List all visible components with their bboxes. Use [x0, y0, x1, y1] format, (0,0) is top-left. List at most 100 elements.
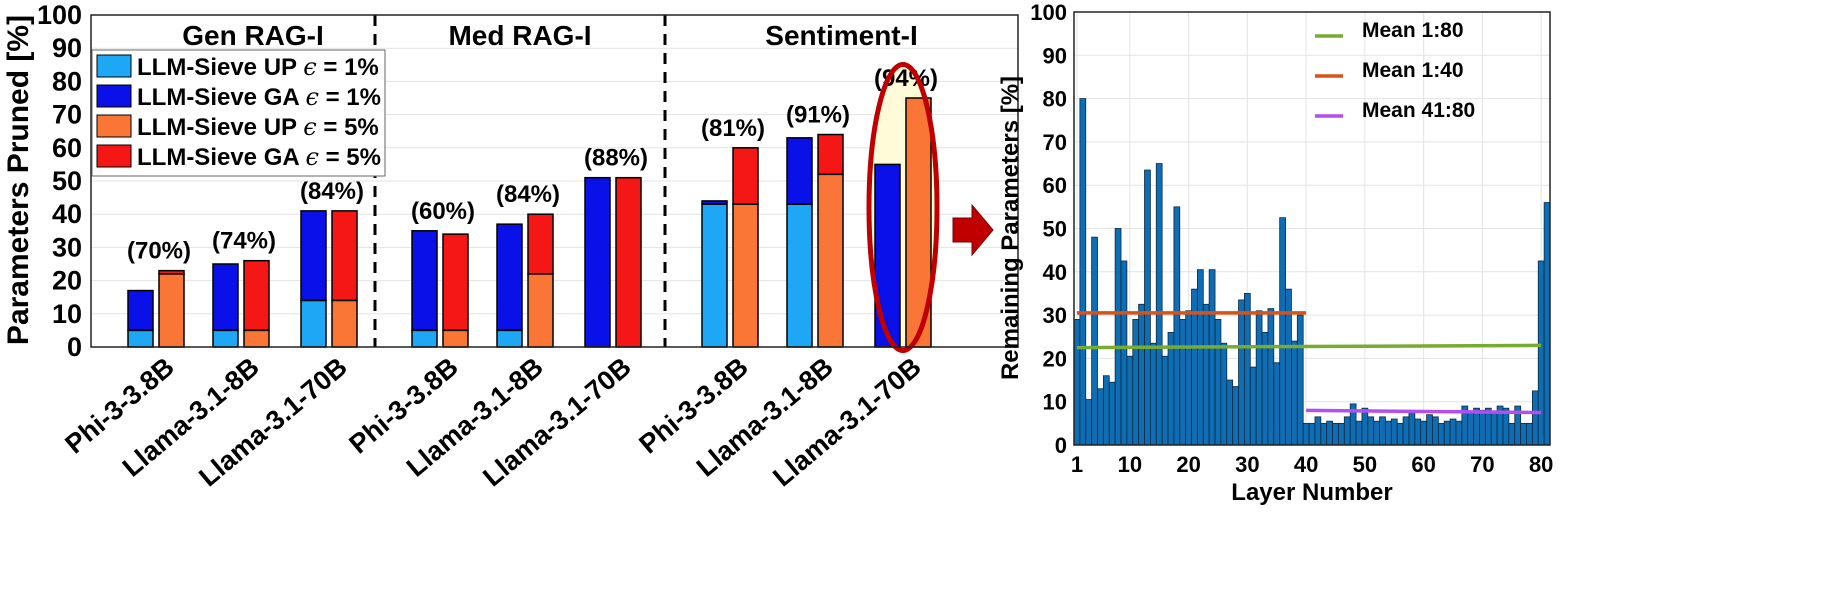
x-tick-label: 60: [1411, 452, 1435, 477]
histogram-bar: [1355, 420, 1363, 446]
legend-label-mean_first: Mean 1:40: [1362, 59, 1464, 82]
histogram-bar: [1144, 169, 1151, 446]
histogram-bar: [1420, 420, 1427, 446]
histogram-bar: [1197, 269, 1204, 446]
histogram-bar: [1373, 420, 1380, 446]
transition-arrow: [952, 203, 994, 257]
bar-up-eps1: [701, 203, 728, 348]
bar-up-eps5: [732, 203, 759, 348]
histogram-bar: [1126, 355, 1134, 446]
y-tick-label: 60: [1043, 173, 1067, 198]
bar-up-eps5: [905, 97, 932, 348]
legend-swatch-up5: [96, 114, 132, 138]
histogram-bar: [1302, 422, 1310, 446]
bar-ga-eps1: [212, 263, 239, 332]
bar-ga-eps1: [300, 210, 327, 302]
histogram-bar: [1291, 340, 1298, 446]
histogram-bar: [1079, 98, 1087, 446]
legend-label-ga5: LLM-Sieve GA ϵ = 5%: [137, 143, 381, 171]
histogram-bar: [1279, 217, 1286, 446]
histogram-bar: [1520, 422, 1527, 446]
bar-ga-eps1: [127, 289, 154, 332]
histogram-bar: [1255, 310, 1263, 446]
bar-up-eps5: [527, 273, 554, 348]
legend-label-mean_last: Mean 41:80: [1362, 99, 1475, 122]
histogram-bar: [1273, 362, 1281, 446]
histogram-bar: [1232, 386, 1239, 446]
histogram-bar: [1390, 418, 1398, 446]
group-title: Gen RAG-I: [182, 20, 324, 51]
y-tick-label: 40: [52, 199, 82, 229]
y-tick-label: 100: [1030, 0, 1067, 25]
histogram-bar: [1308, 422, 1316, 446]
histogram-bar: [1296, 314, 1304, 446]
x-tick-label: 50: [1353, 452, 1377, 477]
histogram-bar: [1508, 422, 1516, 446]
percent-annotation: (81%): [701, 115, 765, 142]
percent-annotation: (60%): [411, 198, 475, 225]
bar-ga-eps1: [584, 176, 611, 348]
bar-ga-eps5: [732, 147, 759, 205]
histogram-bar: [1185, 310, 1192, 446]
percent-annotation: (91%): [786, 102, 850, 129]
legend: Mean 1:80 Mean 1:40 Mean 41:80: [1315, 19, 1475, 122]
percent-annotation: (88%): [584, 145, 648, 172]
histogram-bar: [1402, 416, 1410, 446]
histogram-bar: [1202, 303, 1210, 446]
bar-ga-eps1: [496, 223, 523, 332]
histogram-bar: [1108, 381, 1116, 446]
histogram-bar: [1155, 163, 1163, 446]
histogram-bar: [1473, 407, 1480, 446]
histogram-bar: [1120, 260, 1128, 446]
histogram-bar: [1314, 416, 1322, 446]
histogram-bar: [1149, 342, 1157, 446]
bar-up-eps1: [786, 203, 813, 348]
percent-annotation: (74%): [212, 228, 276, 255]
x-tick-label: Llama-3.1-70B: [193, 352, 353, 493]
histogram-bar: [1320, 422, 1328, 446]
bar-up-eps1: [127, 329, 154, 348]
histogram-bar: [1437, 422, 1445, 446]
legend-label-mean_all: Mean 1:80: [1362, 19, 1464, 42]
histogram-bar: [1443, 420, 1451, 446]
histogram-bar: [1161, 355, 1169, 446]
histogram-bar: [1073, 319, 1081, 446]
y-tick-label: 100: [37, 0, 82, 30]
histogram-bar: [1244, 293, 1251, 446]
bar-ga-eps5: [817, 133, 844, 176]
y-tick-label: 30: [52, 232, 82, 262]
y-tick-label: 0: [67, 332, 82, 362]
bar-up-eps5: [442, 329, 469, 348]
histogram-bar: [1085, 399, 1093, 446]
y-tick-label: 20: [52, 266, 82, 296]
bar-ga-eps5: [243, 259, 270, 332]
y-tick-label: 10: [52, 299, 82, 329]
bar-ga-eps5: [527, 213, 554, 275]
histogram-bar: [1338, 422, 1345, 446]
histogram-bar: [1455, 420, 1463, 446]
histogram-bar: [1467, 412, 1475, 446]
bar-ga-eps1: [786, 137, 813, 205]
histogram-bar: [1167, 332, 1175, 446]
histogram-bar: [1526, 422, 1533, 446]
histogram-bar: [1490, 412, 1498, 446]
mean-line-mean_all: [1076, 343, 1542, 350]
histogram-bar: [1414, 418, 1422, 446]
histogram-bar: [1214, 319, 1222, 446]
histogram-bar: [1173, 206, 1181, 446]
histogram-bar: [1432, 416, 1439, 446]
histogram-bar: [1426, 414, 1433, 446]
bar-up-eps5: [331, 299, 358, 348]
histogram-bar: [1208, 269, 1216, 446]
plot-frame: [90, 14, 1019, 348]
x-tick-label: Llama-3.1-70B: [767, 352, 927, 493]
x-tick-label: 80: [1529, 452, 1553, 477]
histogram-bar: [1132, 319, 1140, 446]
bar-ga-eps5: [442, 233, 469, 332]
histogram-bar: [1531, 390, 1539, 446]
bar-up-eps1: [411, 329, 438, 348]
y-tick-label: 90: [52, 33, 82, 63]
bar-ga-eps5: [615, 176, 642, 348]
